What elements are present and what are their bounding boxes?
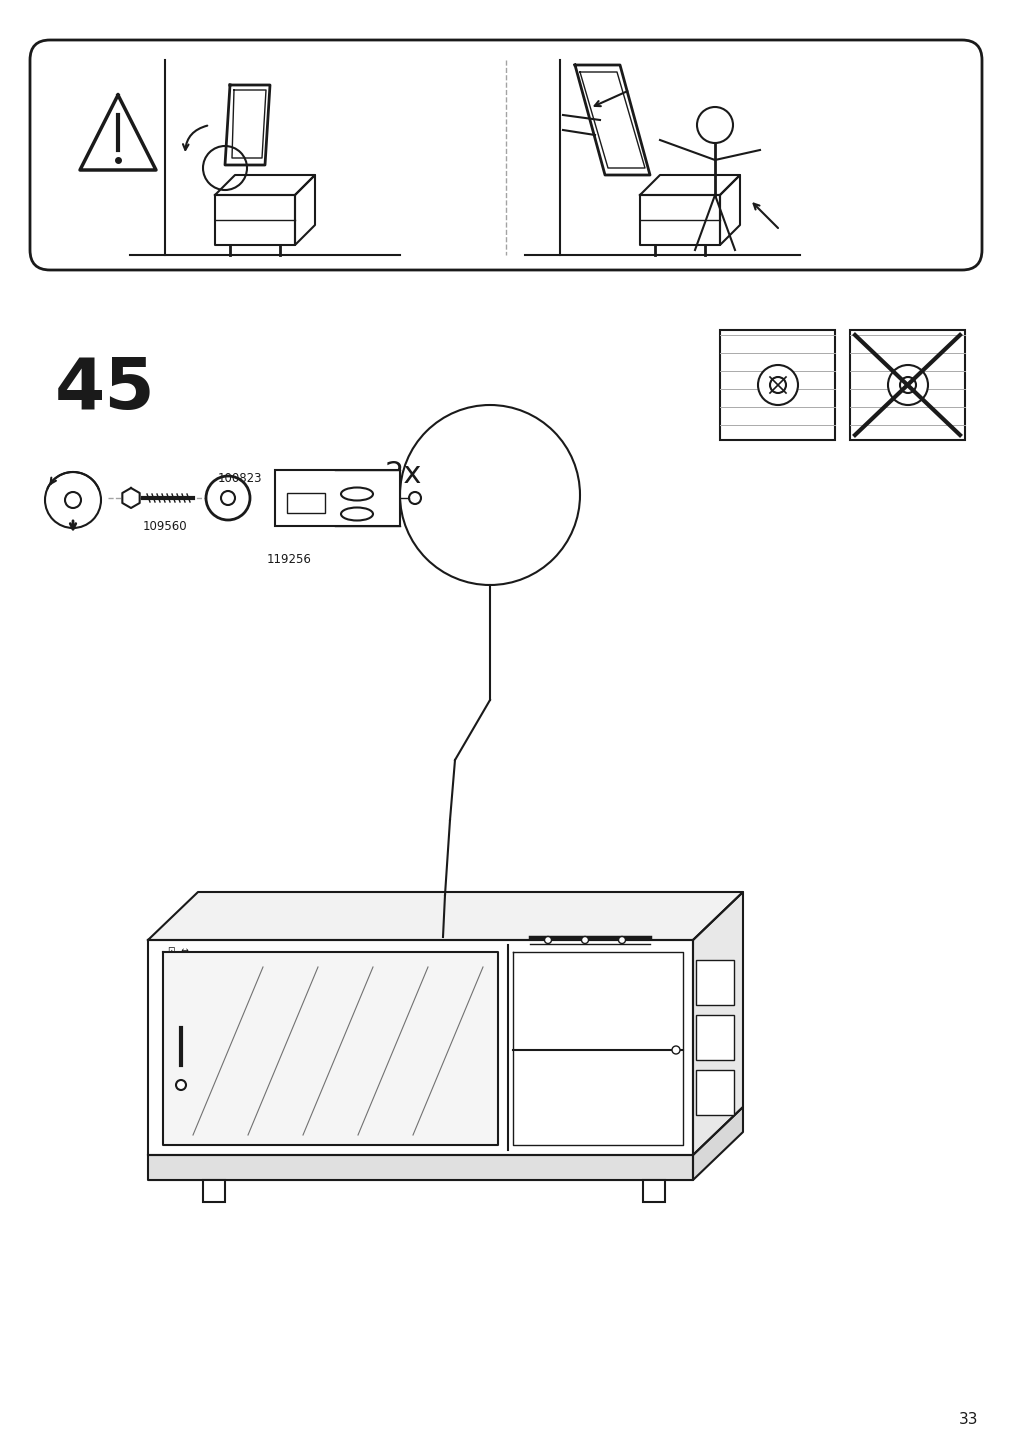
Polygon shape <box>513 952 682 1146</box>
Polygon shape <box>163 952 497 1146</box>
Ellipse shape <box>341 507 373 520</box>
Text: 119256: 119256 <box>267 553 311 566</box>
Circle shape <box>544 937 551 944</box>
FancyBboxPatch shape <box>849 329 964 440</box>
Polygon shape <box>80 95 156 170</box>
Circle shape <box>176 1080 186 1090</box>
Polygon shape <box>122 488 140 508</box>
Bar <box>642 1180 664 1201</box>
Text: 45: 45 <box>55 355 156 424</box>
Bar <box>696 1015 733 1060</box>
Polygon shape <box>148 1156 693 1180</box>
Circle shape <box>757 365 798 405</box>
Polygon shape <box>693 892 742 1156</box>
FancyBboxPatch shape <box>30 40 981 271</box>
Circle shape <box>618 937 625 944</box>
Ellipse shape <box>341 487 373 501</box>
Polygon shape <box>148 939 693 1156</box>
Circle shape <box>769 377 786 392</box>
Polygon shape <box>148 892 742 939</box>
Circle shape <box>206 475 250 520</box>
Circle shape <box>671 1045 679 1054</box>
Text: 100823: 100823 <box>217 473 262 485</box>
Text: 33: 33 <box>957 1412 977 1428</box>
Circle shape <box>581 937 588 944</box>
Text: 2x: 2x <box>384 460 422 488</box>
Text: 109560: 109560 <box>143 520 187 533</box>
Circle shape <box>887 365 927 405</box>
Circle shape <box>899 377 915 392</box>
FancyBboxPatch shape <box>719 329 834 440</box>
Text: ⊡  ↔: ⊡ ↔ <box>168 947 189 955</box>
Bar <box>696 959 733 1005</box>
Polygon shape <box>693 1107 742 1180</box>
Bar <box>696 1070 733 1116</box>
Bar <box>275 470 399 526</box>
Bar <box>203 1180 224 1201</box>
Circle shape <box>220 491 235 505</box>
Bar <box>287 493 325 513</box>
